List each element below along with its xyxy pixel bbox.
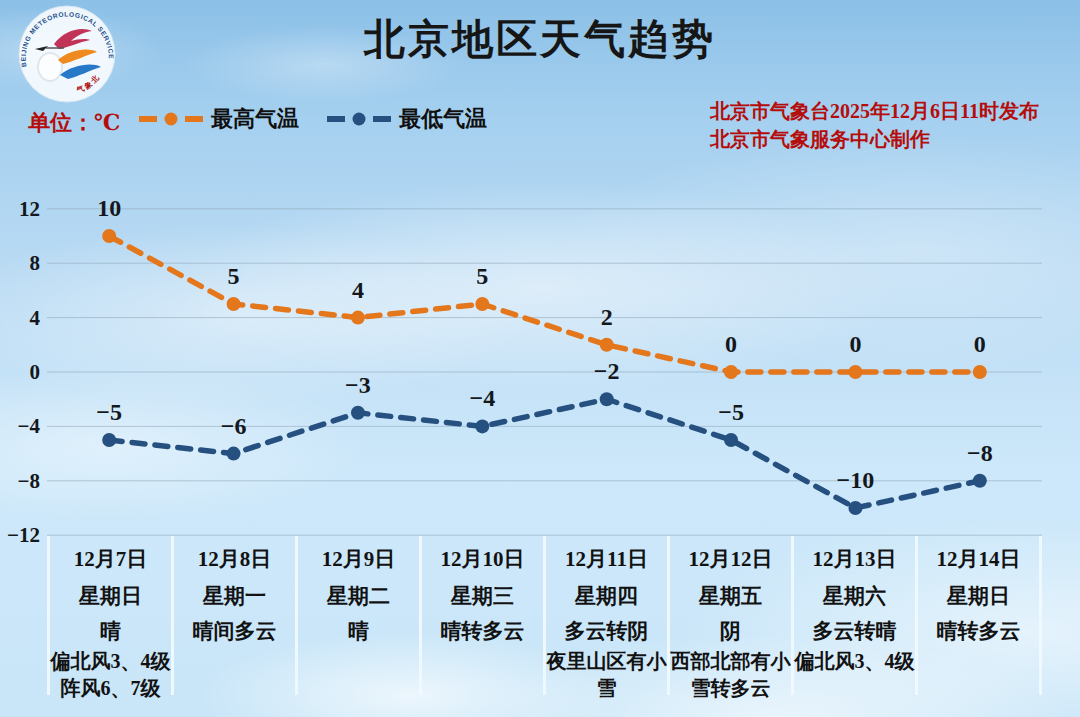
svg-text:2: 2 [601,304,613,330]
svg-text:5: 5 [228,263,240,289]
forecast-weather: 阴 [670,615,791,648]
svg-text:12: 12 [19,197,40,221]
forecast-date: 12月13日 [794,541,915,578]
forecast-column: 12月10日星期三晴转多云 [419,536,543,695]
svg-text:−4: −4 [18,414,41,438]
forecast-column: 12月9日星期二晴 [295,536,419,695]
forecast-column: 12月7日星期日晴偏北风3、4级阵风6、7级 [47,536,171,695]
forecast-weather: 多云转晴 [794,615,915,648]
svg-text:−5: −5 [718,399,744,425]
svg-text:8: 8 [30,251,41,275]
svg-text:−6: −6 [221,413,247,439]
forecast-detail: 西部北部有小雪转多云 [670,648,791,702]
forecast-column: 12月13日星期六多云转晴偏北风3、4级 [791,536,915,695]
svg-text:−3: −3 [345,372,371,398]
forecast-detail: 偏北风3、4级 [794,648,915,675]
forecast-weather: 晴 [50,615,171,648]
forecast-date: 12月11日 [546,541,667,578]
svg-text:−8: −8 [18,469,40,493]
svg-text:−12: −12 [7,523,40,547]
svg-text:−2: −2 [594,358,620,384]
forecast-column: 12月8日星期一晴间多云 [171,536,295,695]
forecast-weather: 多云转阴 [546,615,667,648]
forecast-date: 12月7日 [50,541,171,578]
forecast-weekday: 星期四 [546,578,667,615]
forecast-column: 12月11日星期四多云转阴夜里山区有小雪 [543,536,667,695]
forecast-detail: 夜里山区有小雪 [546,648,667,702]
svg-text:0: 0 [849,331,861,357]
forecast-weekday: 星期一 [174,578,295,615]
forecast-table: 12月7日星期日晴偏北风3、4级阵风6、7级12月8日星期一晴间多云12月9日星… [47,536,1042,695]
forecast-weather: 晴转多云 [918,615,1039,648]
svg-text:0: 0 [30,360,41,384]
svg-text:4: 4 [352,277,364,303]
forecast-weekday: 星期六 [794,578,915,615]
forecast-weather: 晴转多云 [422,615,543,648]
svg-text:10: 10 [97,195,121,221]
forecast-detail: 偏北风3、4级 [50,648,171,675]
forecast-weather: 晴 [298,615,419,648]
svg-text:4: 4 [30,306,41,330]
svg-text:0: 0 [974,331,986,357]
svg-text:−5: −5 [96,399,122,425]
forecast-weekday: 星期五 [670,578,791,615]
forecast-column: 12月14日星期日晴转多云 [915,536,1042,695]
forecast-date: 12月14日 [918,541,1039,578]
forecast-column: 12月12日星期五阴西部北部有小雪转多云 [667,536,791,695]
forecast-date: 12月10日 [422,541,543,578]
forecast-weather: 晴间多云 [174,615,295,648]
svg-text:−10: −10 [837,467,875,493]
forecast-date: 12月12日 [670,541,791,578]
forecast-date: 12月8日 [174,541,295,578]
forecast-weekday: 星期二 [298,578,419,615]
svg-text:0: 0 [725,331,737,357]
forecast-weekday: 星期日 [50,578,171,615]
svg-text:−8: −8 [967,440,993,466]
forecast-weekday: 星期三 [422,578,543,615]
forecast-detail: 阵风6、7级 [50,675,171,702]
forecast-date: 12月9日 [298,541,419,578]
svg-text:−4: −4 [469,385,495,411]
svg-text:5: 5 [476,263,488,289]
forecast-weekday: 星期日 [918,578,1039,615]
